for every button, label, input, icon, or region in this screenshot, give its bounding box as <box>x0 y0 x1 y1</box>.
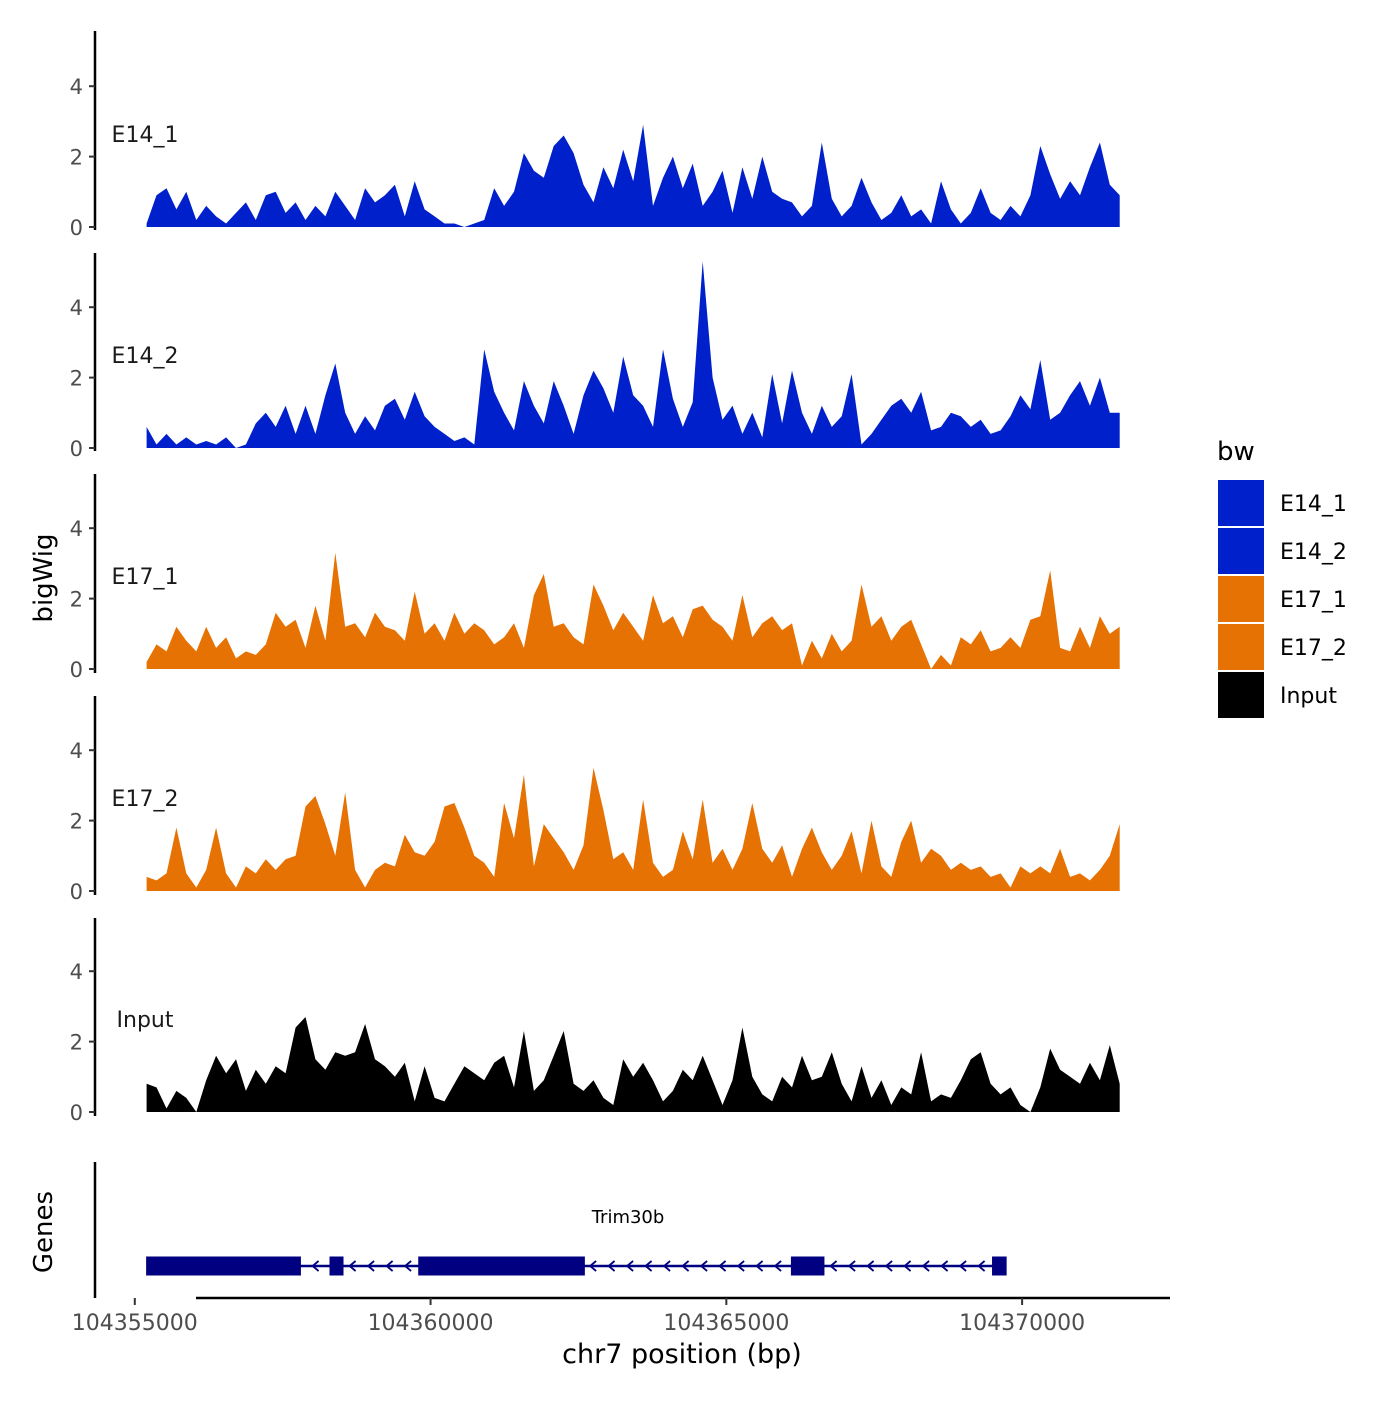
legend-item-input: Input <box>1218 672 1337 718</box>
legend-item-e14-2: E14_2 <box>1218 528 1347 574</box>
track-label: E14_1 <box>112 123 179 148</box>
signal-area <box>146 261 1120 448</box>
strand-arrow-icon <box>625 1260 634 1272</box>
strand-arrow-icon <box>366 1260 375 1272</box>
legend-label: E14_1 <box>1280 492 1347 517</box>
strand-arrow-icon <box>977 1260 986 1272</box>
y-axis-title: bigWig <box>29 533 59 622</box>
y-tick-label: 2 <box>70 146 83 170</box>
legend-swatch <box>1218 624 1264 670</box>
legend-swatch <box>1218 672 1264 718</box>
gene-exon <box>498 1256 585 1276</box>
legend-label: Input <box>1280 684 1337 709</box>
strand-arrow-icon <box>311 1260 320 1272</box>
y-tick-label: 4 <box>70 739 83 763</box>
gene-exon <box>234 1256 301 1276</box>
legend-swatch <box>1218 480 1264 526</box>
y-tick-label: 2 <box>70 588 83 612</box>
y-tick-label: 4 <box>70 75 83 99</box>
legend-item-e17-1: E17_1 <box>1218 576 1347 622</box>
y-tick-label: 4 <box>70 960 83 984</box>
x-axis-title: chr7 position (bp) <box>562 1339 802 1370</box>
signal-area <box>146 552 1120 669</box>
gene-exon <box>329 1256 344 1276</box>
gene-trim30b: Trim30b <box>146 1207 1007 1276</box>
gene-exon <box>146 1256 236 1276</box>
x-tick-label: 104370000 <box>959 1311 1085 1336</box>
legend-label: E17_1 <box>1280 588 1347 613</box>
strand-arrow-icon <box>348 1260 357 1272</box>
signal-area <box>146 767 1120 891</box>
gene-track: Trim30b <box>93 1162 1007 1298</box>
track-panel-e17-2: 0 2 4 E17_2 <box>70 696 1120 904</box>
legend-label: E14_2 <box>1280 540 1347 565</box>
strand-arrow-icon <box>829 1260 838 1272</box>
y-tick-label: 2 <box>70 810 83 834</box>
strand-arrow-icon <box>607 1260 616 1272</box>
x-axis: 104355000 104360000 104365000 104370000 <box>72 1296 1170 1336</box>
strand-arrow-icon <box>644 1260 653 1272</box>
track-panel-e14-2: 0 2 4 E14_2 <box>70 253 1120 461</box>
y-tick-label: 4 <box>70 296 83 320</box>
x-tick-label: 104360000 <box>368 1311 494 1336</box>
x-tick-label: 104365000 <box>663 1311 789 1336</box>
track-panel-e17-1: 0 2 4 E17_1 <box>70 474 1120 682</box>
legend: bw E14_1 E14_2 E17_1 E17_2 Input <box>1217 437 1347 718</box>
gene-exon <box>790 1256 825 1276</box>
y-tick-label: 4 <box>70 517 83 541</box>
strand-arrow-icon <box>773 1260 782 1272</box>
strand-arrow-icon <box>884 1260 893 1272</box>
track-panel-input: 0 2 4 Input <box>70 918 1120 1125</box>
track-label: E17_1 <box>112 565 179 590</box>
strand-arrow-icon <box>921 1260 930 1272</box>
track-panel-e14-1: 0 2 4 E14_1 <box>70 31 1120 240</box>
strand-arrow-icon <box>958 1260 967 1272</box>
strand-arrow-icon <box>847 1260 856 1272</box>
y-tick-label: 0 <box>70 216 83 240</box>
strand-arrow-icon <box>385 1260 394 1272</box>
legend-item-e14-1: E14_1 <box>1218 480 1347 526</box>
legend-swatch <box>1218 528 1264 574</box>
track-label: E17_2 <box>112 787 179 812</box>
y-tick-label: 0 <box>70 437 83 461</box>
strand-arrow-icon <box>755 1260 764 1272</box>
track-panels: 0 2 4 E14_1 0 2 4 E14_2 0 2 4 E17_1 0 2 4 E17_2 0 2 4 Input <box>70 31 1120 1125</box>
strand-arrow-icon <box>403 1260 412 1272</box>
y-tick-label: 2 <box>70 1031 83 1055</box>
y-tick-label: 0 <box>70 1101 83 1125</box>
legend-swatch <box>1218 576 1264 622</box>
gene-exon <box>992 1256 1007 1276</box>
strand-arrow-icon <box>903 1260 912 1272</box>
strand-arrow-icon <box>866 1260 875 1272</box>
y-tick-label: 2 <box>70 367 83 391</box>
legend-title: bw <box>1217 437 1255 467</box>
strand-arrow-icon <box>681 1260 690 1272</box>
strand-arrow-icon <box>940 1260 949 1272</box>
track-label: E14_2 <box>112 344 179 369</box>
genes-track-title: Genes <box>29 1191 59 1273</box>
y-tick-label: 0 <box>70 658 83 682</box>
y-tick-label: 0 <box>70 880 83 904</box>
x-tick-label: 104355000 <box>72 1311 198 1336</box>
track-label: Input <box>117 1008 174 1033</box>
strand-arrow-icon <box>718 1260 727 1272</box>
signal-area <box>146 124 1120 227</box>
strand-arrow-icon <box>662 1260 671 1272</box>
strand-arrow-icon <box>736 1260 745 1272</box>
gene-label: Trim30b <box>591 1207 665 1228</box>
legend-item-e17-2: E17_2 <box>1218 624 1347 670</box>
strand-arrow-icon <box>699 1260 708 1272</box>
strand-arrow-icon <box>588 1260 597 1272</box>
gene-exon <box>418 1256 500 1276</box>
legend-label: E17_2 <box>1280 636 1347 661</box>
signal-area <box>146 1017 1120 1112</box>
